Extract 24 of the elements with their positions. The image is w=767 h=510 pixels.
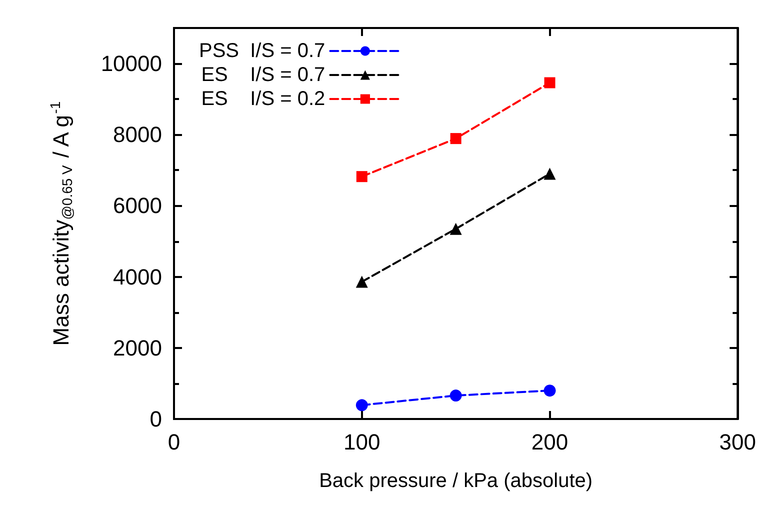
x-tick-label: 300 [719,430,756,454]
point [544,384,556,397]
x-tick-label: 0 [168,430,180,454]
x-axis-title: Back pressure / kPa (absolute) [319,470,593,492]
legend-label: ES I/S = 0.2 [201,88,326,110]
y-tick-label: 0 [150,406,162,432]
point [544,77,556,88]
point [450,222,462,235]
point [450,133,462,144]
y-tick-label: 10000 [100,51,162,76]
y-axis-title: Mass activity@0.65 V / A g-1 [47,101,75,346]
point [544,168,556,180]
legend-label: ES I/S = 0.7 [201,64,326,86]
y-tick-label: 8000 [113,122,162,148]
point [450,390,462,402]
x-tick-label: 200 [531,430,568,454]
point [356,399,368,412]
point [356,276,368,288]
y-tick-label: 4000 [113,264,162,290]
y-tick-label: 6000 [113,193,162,218]
y-tick-label: 2000 [113,335,162,360]
x-tick-label: 100 [344,430,380,454]
legend-label: PSS I/S = 0.7 [198,40,326,62]
point [356,171,368,182]
